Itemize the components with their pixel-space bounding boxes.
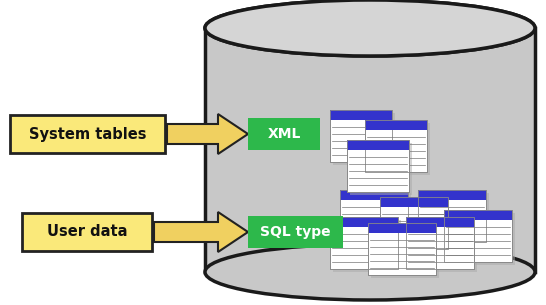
Polygon shape: [330, 110, 392, 162]
Text: System tables: System tables: [29, 127, 146, 142]
Polygon shape: [10, 115, 165, 153]
Polygon shape: [365, 120, 427, 172]
Polygon shape: [447, 213, 515, 265]
Polygon shape: [368, 223, 436, 275]
Text: User data: User data: [47, 224, 127, 239]
Polygon shape: [406, 217, 474, 228]
Polygon shape: [340, 190, 408, 200]
Polygon shape: [368, 223, 436, 233]
Polygon shape: [340, 190, 408, 242]
Polygon shape: [333, 113, 395, 165]
Polygon shape: [333, 220, 401, 272]
Ellipse shape: [205, 0, 535, 56]
Polygon shape: [248, 118, 320, 150]
Polygon shape: [343, 193, 411, 245]
Text: SQL type: SQL type: [260, 225, 331, 239]
Polygon shape: [380, 197, 448, 249]
Polygon shape: [205, 28, 535, 272]
Polygon shape: [444, 210, 512, 262]
Polygon shape: [22, 213, 152, 251]
Polygon shape: [347, 140, 409, 192]
Polygon shape: [406, 217, 474, 269]
Ellipse shape: [205, 244, 535, 300]
Polygon shape: [167, 114, 248, 154]
Polygon shape: [350, 143, 412, 195]
Polygon shape: [418, 190, 486, 242]
Polygon shape: [421, 193, 489, 245]
Ellipse shape: [205, 0, 535, 56]
Polygon shape: [383, 200, 451, 252]
Polygon shape: [371, 226, 439, 278]
Polygon shape: [380, 197, 448, 207]
Polygon shape: [365, 120, 427, 131]
Polygon shape: [330, 217, 398, 269]
Polygon shape: [444, 210, 512, 221]
Polygon shape: [330, 110, 392, 120]
Polygon shape: [368, 123, 430, 175]
Polygon shape: [248, 216, 343, 248]
Polygon shape: [347, 140, 409, 150]
Polygon shape: [418, 190, 486, 200]
Polygon shape: [330, 217, 398, 228]
Polygon shape: [409, 220, 477, 272]
Text: XML: XML: [268, 127, 301, 141]
Polygon shape: [154, 212, 248, 252]
